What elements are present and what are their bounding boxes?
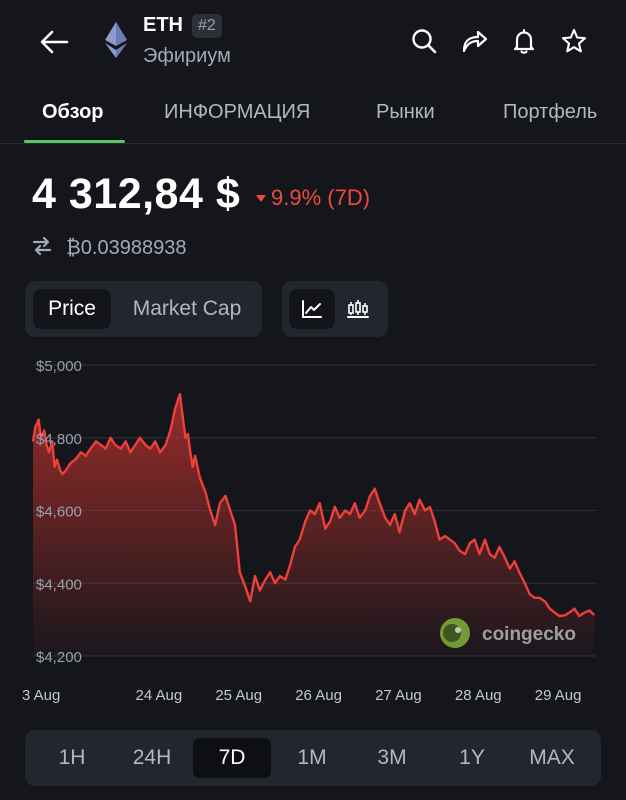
coin-symbol: ETH (143, 14, 183, 36)
bell-icon[interactable] (507, 24, 541, 58)
range-tab-1m[interactable]: 1M (297, 746, 327, 769)
line-chart-icon[interactable] (289, 289, 335, 329)
coin-name: Эфириум (143, 45, 231, 67)
btc-price: ₿0.03988938 (66, 236, 187, 259)
rank-badge: #2 (192, 14, 222, 38)
y-tick-label: $4,400 (36, 576, 82, 593)
tab-info[interactable]: ИНФОРМАЦИЯ (164, 101, 311, 123)
y-tick-label: $5,000 (36, 358, 82, 375)
metric-toggle: Price Market Cap (25, 281, 262, 337)
y-tick-label: $4,800 (36, 431, 82, 448)
market-cap-toggle-button[interactable]: Market Cap (132, 297, 242, 320)
x-tick-label: 24 Aug (135, 687, 182, 704)
tab-overview[interactable]: Обзор (42, 101, 104, 123)
price-toggle-button[interactable]: Price (33, 289, 111, 329)
range-tab-1h[interactable]: 1H (58, 746, 86, 769)
tab-portfolio[interactable]: Портфель (503, 101, 598, 123)
header: ETH #2 Эфириум (0, 0, 626, 88)
watermark-text: coingecko (482, 624, 576, 645)
back-arrow-icon[interactable] (34, 22, 74, 62)
active-tab-indicator (24, 140, 125, 143)
x-tick-label: 25 Aug (215, 687, 262, 704)
price-line (31, 392, 596, 618)
range-tab-7d[interactable]: 7D (193, 738, 271, 778)
time-range-selector: 1H 24H 7D 1M 3M 1Y MAX (25, 730, 601, 786)
range-tab-max[interactable]: MAX (529, 746, 575, 769)
range-tab-3m[interactable]: 3M (377, 746, 407, 769)
x-tick-label: 26 Aug (295, 687, 342, 704)
range-tab-1y[interactable]: 1Y (459, 746, 485, 769)
x-tick-label: 28 Aug (455, 687, 502, 704)
price-change-value: 9.9% (7D) (271, 185, 371, 210)
coingecko-watermark: coingecko (440, 618, 576, 648)
tab-markets[interactable]: Рынки (376, 101, 435, 123)
range-tab-24h[interactable]: 24H (132, 746, 172, 769)
star-icon[interactable] (557, 24, 591, 58)
y-tick-label: $4,600 (36, 504, 82, 521)
search-icon[interactable] (407, 24, 441, 58)
current-price: 4 312,84 $ (32, 170, 241, 218)
tab-bar: Обзор ИНФОРМАЦИЯ Рынки Портфель (0, 88, 626, 144)
share-icon[interactable] (457, 24, 491, 58)
price-area-fill (33, 394, 595, 656)
ethereum-logo (101, 20, 131, 60)
swap-arrows-icon (32, 236, 52, 261)
price-change: 9.9% (7D) (256, 185, 370, 211)
down-triangle-icon (256, 194, 266, 202)
price-chart[interactable]: $5,000 $4,800 $4,600 $4,400 $4,200 3 Aug 24 A… (0, 350, 626, 720)
y-tick-label: $4,200 (36, 649, 82, 666)
chart-type-toggle (282, 281, 388, 337)
x-tick-label: 3 Aug (22, 687, 60, 704)
x-tick-label: 29 Aug (535, 687, 582, 704)
candlestick-icon[interactable] (335, 289, 381, 329)
x-tick-label: 27 Aug (375, 687, 422, 704)
btc-price-row: ₿0.03988938 (32, 235, 186, 261)
